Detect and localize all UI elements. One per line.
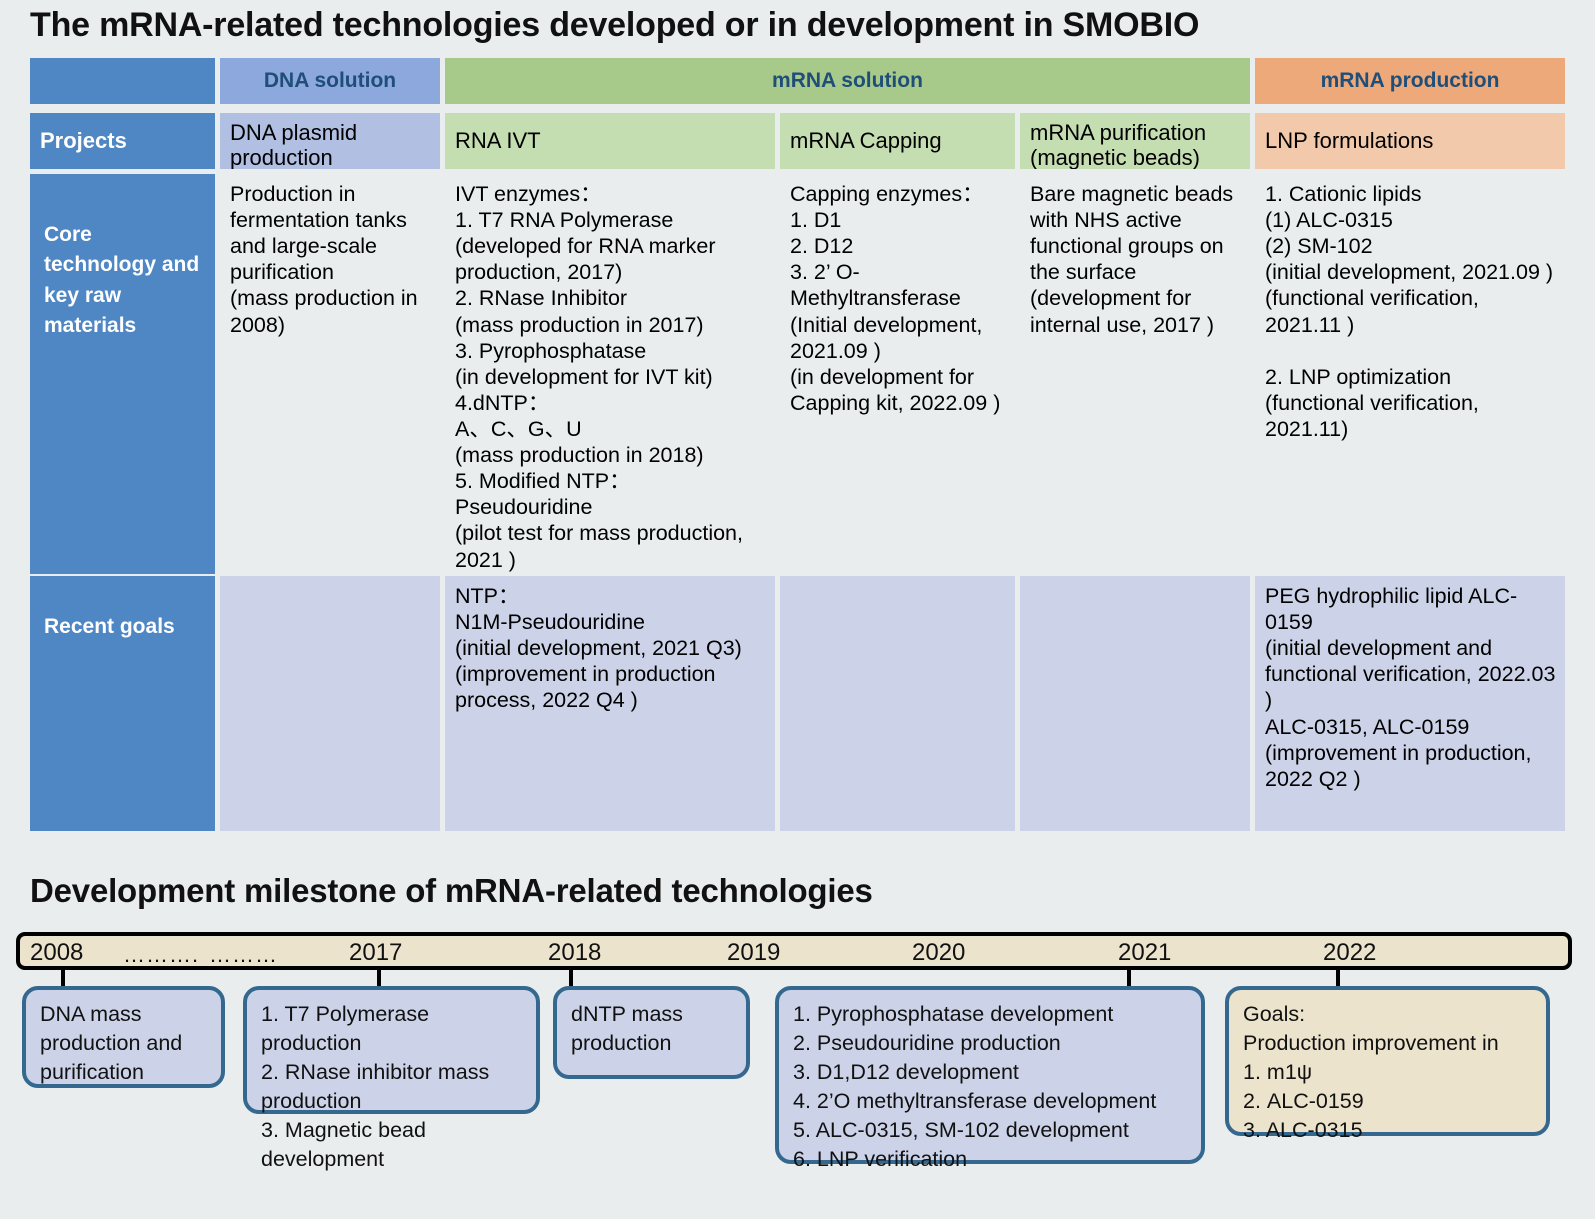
- timeline-ellipsis-1: ……….: [123, 942, 200, 967]
- milestone-box-2020[interactable]: 1. Pyrophosphatase development 2. Pseudo…: [775, 986, 1205, 1171]
- goals-lnp-formulations: PEG hydrophilic lipid ALC-0159 (initial …: [1255, 576, 1565, 831]
- timeline-connector-2008: [61, 968, 65, 994]
- timeline-connector-2021: [1127, 968, 1131, 994]
- milestone-box-2017[interactable]: 1. T7 Polymerase production 2. RNase inh…: [243, 986, 540, 1171]
- core-mrna-capping: Capping enzymes： 1. D1 2. D12 3. 2’ O-Me…: [780, 174, 1015, 574]
- timeline-year-2022: 2022: [1323, 939, 1377, 966]
- timeline-ellipsis-2: ………: [209, 942, 278, 967]
- matrix-recent-goals-row: Recent goals NTP： N1M-Pseudouridine (ini…: [30, 576, 1565, 831]
- group-header-mrna-solution: mRNA solution: [445, 58, 1250, 104]
- row-label-core-technology: Core technology and key raw materials: [30, 174, 215, 574]
- matrix-projects-row: Projects DNA plasmid production RNA IVT …: [30, 113, 1565, 169]
- goals-mrna-purification: [1020, 576, 1250, 831]
- project-dna-plasmid-production: DNA plasmid production: [220, 113, 440, 169]
- timeline-axis: 2008 ………. ……… 2017 2018 2019 2020 2021 2…: [16, 932, 1572, 970]
- matrix-group-header-row: DNA solution mRNA solution mRNA producti…: [30, 58, 1565, 104]
- project-rna-ivt: RNA IVT: [445, 113, 775, 169]
- goals-rna-ivt: NTP： N1M-Pseudouridine (initial developm…: [445, 576, 775, 831]
- project-mrna-capping: mRNA Capping: [780, 113, 1015, 169]
- timeline-year-2018: 2018: [548, 939, 602, 966]
- core-lnp-formulations: 1. Cationic lipids (1) ALC-0315 (2) SM-1…: [1255, 174, 1565, 574]
- milestone-box-2018[interactable]: dNTP mass production: [553, 986, 750, 1079]
- group-header-dna-solution: DNA solution: [220, 58, 440, 104]
- timeline-year-2021: 2021: [1118, 939, 1172, 966]
- timeline-year-2020: 2020: [912, 939, 966, 966]
- timeline-section-title: Development milestone of mRNA-related te…: [30, 872, 873, 909]
- timeline-connector-2018: [569, 968, 573, 994]
- page-title: The mRNA-related technologies developed …: [30, 6, 1200, 44]
- goals-dna-plasmid-production: [220, 576, 440, 831]
- timeline-connector-2017: [377, 968, 381, 994]
- timeline-year-2017: 2017: [349, 939, 403, 966]
- project-mrna-purification: mRNA purification (magnetic beads): [1020, 113, 1250, 169]
- milestone-box-2008[interactable]: DNA mass production and purification: [22, 986, 225, 1088]
- group-header-blank: [30, 58, 215, 104]
- project-lnp-formulations: LNP formulations: [1255, 113, 1565, 169]
- group-header-mrna-production: mRNA production: [1255, 58, 1565, 104]
- core-rna-ivt: IVT enzymes： 1. T7 RNA Polymerase (devel…: [445, 174, 775, 574]
- goals-mrna-capping: [780, 576, 1015, 831]
- row-label-projects: Projects: [30, 113, 215, 169]
- row-label-recent-goals: Recent goals: [30, 576, 215, 831]
- core-mrna-purification: Bare magnetic beads with NHS active func…: [1020, 174, 1250, 574]
- timeline-connector-2022: [1336, 968, 1340, 994]
- milestone-box-2022[interactable]: Goals: Production improvement in 1. m1ψ …: [1225, 986, 1550, 1142]
- core-dna-plasmid-production: Production in fermentation tanks and lar…: [220, 174, 440, 574]
- timeline-year-2019: 2019: [727, 939, 781, 966]
- timeline-year-2008: 2008: [30, 939, 84, 966]
- matrix-core-technology-row: Core technology and key raw materials Pr…: [30, 174, 1565, 574]
